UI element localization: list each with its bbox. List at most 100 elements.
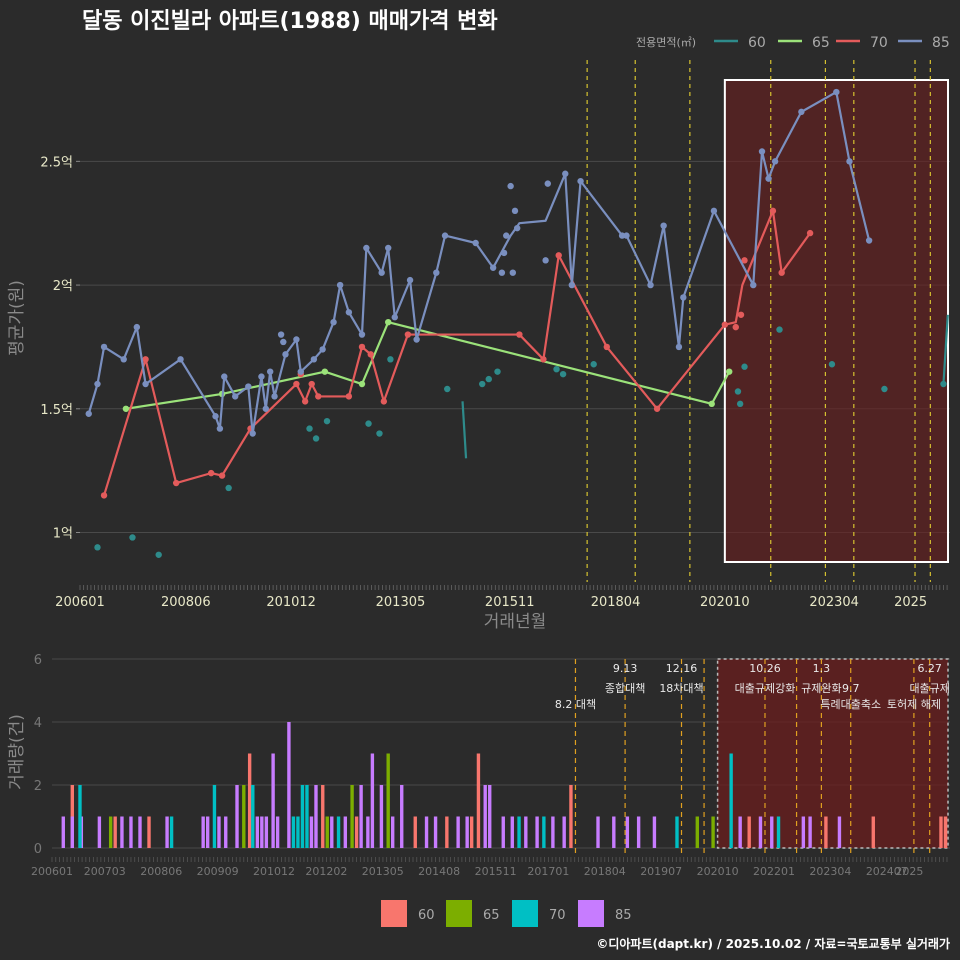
policy-annotation: 10.26 [749, 662, 781, 675]
volume-bar [314, 785, 318, 848]
policy-annotation: 종합대책 [605, 682, 645, 695]
volume-bar [255, 816, 260, 848]
volume-bar [275, 816, 280, 848]
series-60-point [225, 484, 232, 492]
volume-bar [476, 753, 481, 848]
series-60-point [312, 435, 320, 442]
series-85-point [507, 182, 514, 190]
series-85-point [865, 237, 873, 244]
price-y-tick-label: 2억 [53, 279, 73, 294]
price-x-axis-title: 거래년월 [484, 612, 547, 632]
volume-bar [625, 816, 630, 848]
price-x-tick-label: 201012 [266, 595, 316, 610]
volume-bar [309, 816, 314, 848]
policy-annotation: 6.27 [917, 662, 942, 675]
series-65-point [321, 368, 329, 375]
series-85-point [345, 309, 353, 316]
top-legend: 60 65 70 85 [714, 35, 950, 51]
series-70-point [732, 323, 739, 331]
legend-title: 전용면적(㎡) [636, 36, 696, 49]
series-60-point [94, 544, 101, 551]
series-85-point [319, 346, 326, 353]
volume-bar [939, 816, 943, 848]
volume-bar [108, 816, 113, 848]
series-60-point [365, 420, 372, 427]
price-x-tick-label: 201511 [485, 595, 535, 610]
series-85-point [618, 232, 626, 239]
volume-bar [330, 816, 334, 848]
series-85-point [216, 425, 224, 432]
series-85-point [568, 281, 576, 289]
series-85-point [765, 175, 772, 182]
policy-annotation: 9.13 [613, 662, 638, 675]
volume-bar [296, 816, 300, 848]
volume-x-tick-label: 200909 [197, 865, 239, 878]
bottom-legend-60-swatch [381, 900, 407, 927]
volume-bar [469, 816, 474, 848]
series-85-point [542, 257, 549, 264]
bottom-legend-70-label: 70 [549, 908, 566, 923]
series-60-point [741, 363, 748, 370]
price-x-tick-label: 201804 [591, 595, 641, 610]
volume-x-tick-label: 200601 [31, 865, 73, 878]
series-60-point [553, 366, 560, 373]
policy-annotation: 대출규제강화 [735, 682, 796, 695]
volume-x-tick-label: 200806 [140, 865, 182, 878]
volume-bar [169, 816, 174, 848]
series-70-point [737, 311, 745, 318]
series-85-point [262, 405, 270, 412]
volume-bar [205, 816, 210, 848]
series-60-point [306, 425, 313, 432]
series-65-point [358, 380, 366, 388]
series-85-point [271, 393, 278, 400]
policy-annotation: 9.7 [842, 682, 860, 695]
volume-bar [837, 816, 842, 848]
series-65-point [726, 368, 733, 375]
volume-bar [535, 816, 539, 848]
price-y-axis-title: 평균가(원) [7, 280, 27, 356]
series-85-point [577, 177, 584, 185]
series-60-point [590, 361, 597, 368]
series-85-point [750, 281, 757, 289]
volume-bar [287, 722, 291, 848]
volume-bar [711, 816, 715, 848]
bottom-legend: 60 65 70 85 [381, 900, 632, 927]
series-85-point [277, 331, 285, 338]
volume-bar [147, 816, 151, 848]
series-70-point [540, 356, 547, 363]
series-70-point [653, 405, 661, 412]
series-60-point [129, 534, 136, 541]
volume-y-tick-label: 0 [34, 842, 42, 857]
legend-85-label: 85 [932, 35, 950, 51]
price-x-tick-label: 202304 [809, 595, 859, 610]
series-85-point [846, 158, 853, 165]
volume-bar [747, 816, 751, 848]
series-60-point [559, 370, 567, 378]
series-60-line [461, 401, 468, 459]
price-y-tick-label: 2.5억 [40, 155, 73, 170]
series-85-point [623, 232, 630, 239]
series-70-point [555, 252, 562, 259]
series-85-point [758, 148, 766, 155]
series-70-point [806, 229, 814, 237]
volume-x-tick-label: 201408 [418, 865, 460, 878]
volume-y-axis-title: 거래량(건) [7, 714, 27, 790]
volume-x-tick-label: 201511 [475, 865, 517, 878]
price-x-tick-label: 200601 [55, 595, 105, 610]
legend-70-label: 70 [870, 35, 888, 51]
series-85-point [100, 343, 108, 351]
volume-y-tick-label: 2 [34, 779, 42, 794]
volume-x-tick-label: 202407 [866, 865, 908, 878]
volume-bar [97, 816, 102, 848]
volume-bar [433, 816, 438, 848]
price-highlight-box [723, 79, 949, 563]
volume-bar [370, 753, 375, 848]
bottom-legend-65-swatch [446, 900, 472, 927]
series-70-point [142, 356, 149, 363]
volume-highlight-box [716, 658, 949, 849]
series-85-point [212, 413, 219, 420]
volume-bar [251, 785, 255, 848]
volume-bar [801, 816, 806, 848]
policy-annotation: 1.3 [813, 662, 831, 675]
